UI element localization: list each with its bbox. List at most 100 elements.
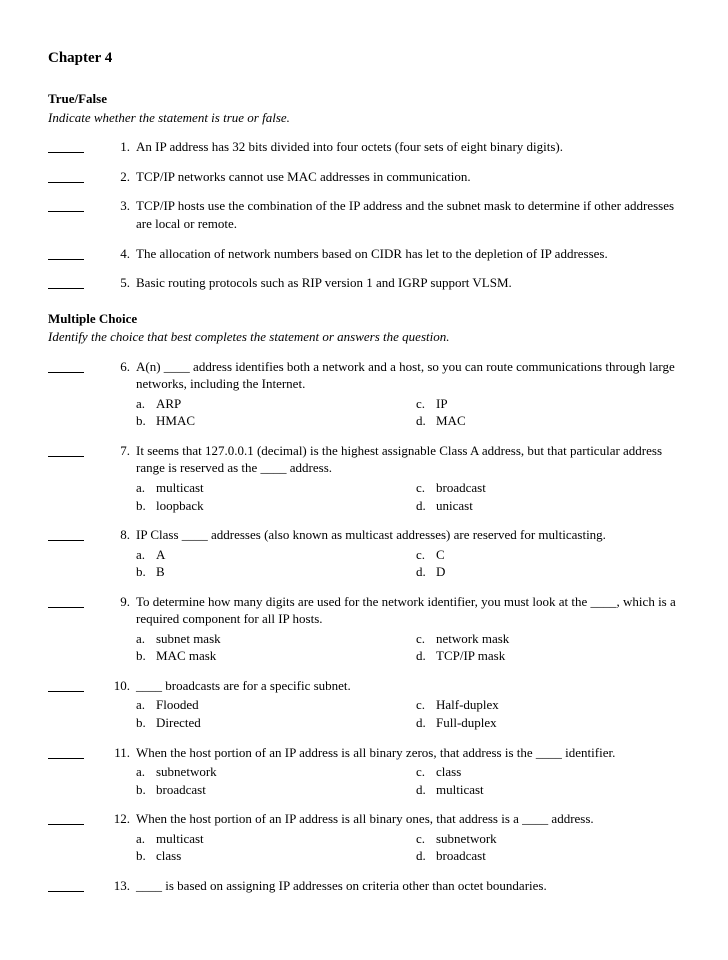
tf-question: 2.TCP/IP networks cannot use MAC address… [48, 168, 680, 186]
choice-letter: b. [136, 781, 156, 799]
choice-b: b.loopback [136, 497, 416, 515]
choices: a.Floodedb.Directedc.Half-duplexd.Full-d… [136, 696, 680, 731]
choice-letter: d. [416, 714, 436, 732]
tf-instruction: Indicate whether the statement is true o… [48, 109, 680, 127]
choices: a.subnet maskb.MAC maskc.network maskd.T… [136, 630, 680, 665]
choice-b: b.B [136, 563, 416, 581]
question-number: 11. [98, 744, 136, 762]
choice-letter: b. [136, 847, 156, 865]
choice-text: subnetwork [156, 763, 217, 781]
question-text: ____ is based on assigning IP addresses … [136, 878, 547, 893]
choice-text: C [436, 546, 445, 564]
question-text: It seems that 127.0.0.1 (decimal) is the… [136, 443, 662, 476]
choices: a.multicastb.loopbackc.broadcastd.unicas… [136, 479, 680, 514]
choice-letter: b. [136, 714, 156, 732]
choice-letter: c. [416, 763, 436, 781]
choice-text: subnet mask [156, 630, 221, 648]
tf-heading: True/False [48, 90, 680, 108]
choice-d: d.D [416, 563, 680, 581]
choice-letter: b. [136, 412, 156, 430]
multiple-choice-section: Multiple Choice Identify the choice that… [48, 310, 680, 895]
choice-text: class [436, 763, 461, 781]
question-text: ____ broadcasts are for a specific subne… [136, 678, 351, 693]
mc-instruction: Identify the choice that best completes … [48, 328, 680, 346]
choice-a: a.A [136, 546, 416, 564]
choice-d: d.broadcast [416, 847, 680, 865]
question-number: 12. [98, 810, 136, 828]
answer-blank[interactable] [48, 276, 84, 289]
mc-question: 8.IP Class ____ addresses (also known as… [48, 526, 680, 581]
choice-text: Half-duplex [436, 696, 499, 714]
mc-question: 6.A(n) ____ address identifies both a ne… [48, 358, 680, 430]
choice-b: b.broadcast [136, 781, 416, 799]
question-text: Basic routing protocols such as RIP vers… [136, 274, 680, 292]
choices: a.ARPb.HMACc.IPd.MAC [136, 395, 680, 430]
mc-question: 13.____ is based on assigning IP address… [48, 877, 680, 895]
choice-text: unicast [436, 497, 473, 515]
question-number: 6. [98, 358, 136, 376]
choices: a.multicastb.classc.subnetworkd.broadcas… [136, 830, 680, 865]
mc-question: 12.When the host portion of an IP addres… [48, 810, 680, 865]
answer-blank[interactable] [48, 247, 84, 260]
choice-d: d.TCP/IP mask [416, 647, 680, 665]
chapter-title: Chapter 4 [48, 48, 680, 68]
choice-d: d.Full-duplex [416, 714, 680, 732]
tf-question: 4.The allocation of network numbers base… [48, 245, 680, 263]
choices: a.Ab.Bc.Cd.D [136, 546, 680, 581]
question-text: To determine how many digits are used fo… [136, 594, 676, 627]
answer-blank[interactable] [48, 140, 84, 153]
choice-d: d.unicast [416, 497, 680, 515]
choice-text: Full-duplex [436, 714, 497, 732]
answer-blank[interactable] [48, 199, 84, 212]
choice-text: MAC [436, 412, 466, 430]
choice-b: b.HMAC [136, 412, 416, 430]
choice-letter: d. [416, 647, 436, 665]
answer-blank[interactable] [48, 879, 84, 892]
choice-letter: c. [416, 830, 436, 848]
mc-question: 11.When the host portion of an IP addres… [48, 744, 680, 799]
answer-blank[interactable] [48, 812, 84, 825]
answer-blank[interactable] [48, 444, 84, 457]
answer-blank[interactable] [48, 360, 84, 373]
choice-letter: a. [136, 696, 156, 714]
choice-text: loopback [156, 497, 204, 515]
answer-blank[interactable] [48, 746, 84, 759]
choice-d: d.MAC [416, 412, 680, 430]
answer-blank[interactable] [48, 170, 84, 183]
answer-blank[interactable] [48, 595, 84, 608]
question-text: The allocation of network numbers based … [136, 245, 680, 263]
choice-c: c.broadcast [416, 479, 680, 497]
question-number: 4. [98, 245, 136, 263]
choice-letter: b. [136, 647, 156, 665]
true-false-section: True/False Indicate whether the statemen… [48, 90, 680, 291]
mc-question: 7.It seems that 127.0.0.1 (decimal) is t… [48, 442, 680, 514]
question-text: IP Class ____ addresses (also known as m… [136, 527, 606, 542]
choice-c: c.IP [416, 395, 680, 413]
question-number: 3. [98, 197, 136, 215]
choice-a: a.multicast [136, 479, 416, 497]
choice-text: multicast [156, 479, 204, 497]
choice-letter: b. [136, 563, 156, 581]
choice-text: class [156, 847, 181, 865]
choice-letter: c. [416, 696, 436, 714]
mc-question: 10.____ broadcasts are for a specific su… [48, 677, 680, 732]
choice-letter: a. [136, 630, 156, 648]
mc-heading: Multiple Choice [48, 310, 680, 328]
choice-text: A [156, 546, 165, 564]
question-text: TCP/IP networks cannot use MAC addresses… [136, 168, 680, 186]
choice-text: IP [436, 395, 448, 413]
choice-text: B [156, 563, 165, 581]
choice-letter: d. [416, 412, 436, 430]
question-text: A(n) ____ address identifies both a netw… [136, 359, 675, 392]
choice-text: ARP [156, 395, 181, 413]
choice-a: a.ARP [136, 395, 416, 413]
choice-text: broadcast [436, 847, 486, 865]
choice-text: multicast [156, 830, 204, 848]
choice-b: b.MAC mask [136, 647, 416, 665]
answer-blank[interactable] [48, 528, 84, 541]
choice-c: c.subnetwork [416, 830, 680, 848]
answer-blank[interactable] [48, 679, 84, 692]
choice-letter: c. [416, 546, 436, 564]
tf-question: 1.An IP address has 32 bits divided into… [48, 138, 680, 156]
question-number: 8. [98, 526, 136, 544]
